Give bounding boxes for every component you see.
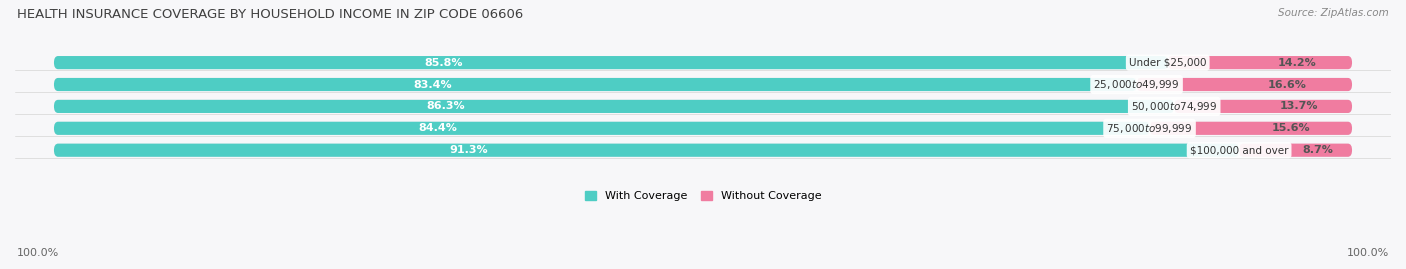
FancyBboxPatch shape — [53, 56, 1168, 69]
Text: 15.6%: 15.6% — [1272, 123, 1310, 133]
FancyBboxPatch shape — [1168, 56, 1353, 69]
Text: 85.8%: 85.8% — [425, 58, 463, 68]
Text: HEALTH INSURANCE COVERAGE BY HOUSEHOLD INCOME IN ZIP CODE 06606: HEALTH INSURANCE COVERAGE BY HOUSEHOLD I… — [17, 8, 523, 21]
Text: $75,000 to $99,999: $75,000 to $99,999 — [1107, 122, 1192, 135]
Text: 91.3%: 91.3% — [450, 145, 488, 155]
Legend: With Coverage, Without Coverage: With Coverage, Without Coverage — [585, 191, 821, 201]
FancyBboxPatch shape — [53, 122, 1150, 135]
Text: 86.3%: 86.3% — [427, 101, 465, 111]
FancyBboxPatch shape — [1136, 78, 1353, 91]
Text: 8.7%: 8.7% — [1303, 145, 1334, 155]
Text: 84.4%: 84.4% — [418, 123, 457, 133]
Text: $50,000 to $74,999: $50,000 to $74,999 — [1130, 100, 1218, 113]
Text: Under $25,000: Under $25,000 — [1129, 58, 1206, 68]
Text: 13.7%: 13.7% — [1279, 101, 1317, 111]
Text: Source: ZipAtlas.com: Source: ZipAtlas.com — [1278, 8, 1389, 18]
Text: $25,000 to $49,999: $25,000 to $49,999 — [1094, 78, 1180, 91]
FancyBboxPatch shape — [53, 78, 1353, 91]
Text: $100,000 and over: $100,000 and over — [1189, 145, 1288, 155]
FancyBboxPatch shape — [53, 122, 1353, 135]
FancyBboxPatch shape — [53, 78, 1136, 91]
FancyBboxPatch shape — [53, 100, 1353, 113]
Text: 16.6%: 16.6% — [1268, 80, 1306, 90]
FancyBboxPatch shape — [53, 144, 1239, 157]
FancyBboxPatch shape — [1150, 122, 1353, 135]
Text: 83.4%: 83.4% — [413, 80, 453, 90]
FancyBboxPatch shape — [1174, 100, 1353, 113]
Text: 14.2%: 14.2% — [1278, 58, 1316, 68]
FancyBboxPatch shape — [53, 56, 1353, 69]
FancyBboxPatch shape — [1239, 144, 1353, 157]
FancyBboxPatch shape — [53, 144, 1353, 157]
Text: 100.0%: 100.0% — [1347, 248, 1389, 258]
Text: 100.0%: 100.0% — [17, 248, 59, 258]
FancyBboxPatch shape — [53, 100, 1174, 113]
